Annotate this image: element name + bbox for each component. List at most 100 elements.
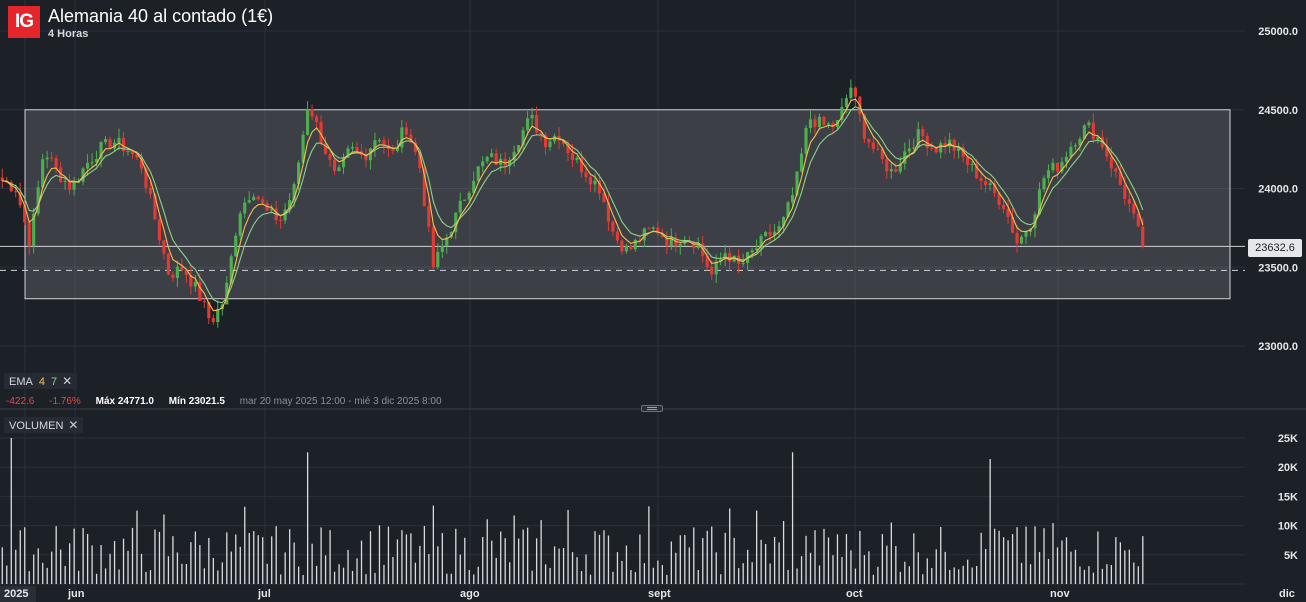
volume-bar	[437, 546, 439, 584]
volume-bar	[1047, 558, 1050, 584]
candle	[808, 110, 813, 134]
volume-bar	[791, 452, 794, 584]
volume-bar	[944, 551, 946, 584]
candle	[1001, 201, 1006, 214]
time-axis: 2025 jun jul ago sept oct nov dic	[0, 586, 1295, 602]
volume-bar	[1020, 562, 1023, 584]
candle	[63, 177, 67, 190]
volume-bar	[136, 510, 138, 584]
volume-bar	[262, 537, 264, 584]
volume-bar	[836, 534, 839, 584]
volume-bar	[244, 506, 246, 584]
volume-bar	[1052, 523, 1054, 584]
candle	[1105, 138, 1109, 162]
volume-bar	[616, 552, 619, 584]
ema-indicator-tag[interactable]: EMA 4 7 ✕	[4, 373, 78, 389]
volume-bar	[886, 545, 888, 584]
volume-bar	[203, 568, 206, 584]
candle	[817, 113, 822, 130]
candle	[777, 221, 781, 239]
range-rectangle[interactable]	[24, 109, 1231, 300]
time-tick-label: dic	[1279, 588, 1295, 600]
volume-indicator-tag[interactable]: VOLUMEN ✕	[4, 417, 84, 433]
change-percent: -1.76%	[49, 396, 81, 407]
candle	[41, 153, 45, 189]
volume-bar	[935, 549, 937, 584]
volume-bar	[217, 570, 219, 584]
candle	[234, 232, 238, 257]
volume-bar	[64, 565, 66, 584]
volume-bar	[859, 530, 861, 584]
volume-bar	[455, 528, 457, 584]
candle	[261, 196, 265, 205]
volume-bar	[1097, 531, 1099, 584]
volume-bar	[675, 552, 677, 584]
candle	[247, 191, 251, 204]
candle	[606, 194, 610, 231]
volume-bar	[55, 526, 57, 584]
max-value: Máx 24771.0	[95, 396, 154, 407]
close-icon[interactable]: ✕	[68, 418, 79, 432]
candle	[683, 235, 687, 247]
pane-resize-handle[interactable]	[641, 405, 663, 412]
volume-bar	[15, 549, 17, 584]
candle	[279, 215, 283, 229]
candle	[1127, 192, 1131, 213]
volume-tick-label: 25K	[1278, 433, 1298, 445]
volume-bar	[661, 565, 664, 584]
candle	[306, 101, 310, 136]
volume-bar	[51, 551, 53, 584]
candle	[54, 154, 58, 173]
year-label-bg	[0, 586, 36, 602]
volume-bar	[100, 545, 102, 584]
candle	[665, 231, 669, 255]
volume-bar	[809, 552, 812, 584]
volume-bar	[913, 533, 915, 584]
candle	[68, 173, 72, 195]
candle	[189, 265, 193, 295]
candle	[463, 199, 467, 202]
volume-bar	[639, 534, 641, 584]
candle	[768, 224, 772, 243]
candle	[238, 211, 242, 241]
volume-bar	[621, 560, 623, 584]
candle	[943, 136, 947, 154]
volume-bar	[275, 526, 277, 584]
volume-bar	[91, 545, 93, 584]
candle	[108, 136, 112, 150]
price-stats: -422.6 -1.76% Máx 24771.0 Mín 23021.5 ma…	[6, 396, 454, 407]
volume-bar	[1101, 568, 1104, 584]
candle	[723, 244, 727, 267]
candle	[961, 143, 965, 163]
time-tick-label: jul	[257, 588, 271, 600]
volume-bar	[149, 570, 152, 584]
candle	[184, 270, 188, 283]
volume-bar	[185, 564, 188, 584]
close-icon[interactable]: ✕	[62, 374, 73, 388]
candle	[822, 115, 826, 126]
candle	[925, 132, 929, 157]
volume-bar	[980, 532, 982, 584]
volume-bar	[230, 551, 232, 584]
candle	[597, 173, 602, 200]
candle	[732, 255, 736, 263]
volume-bar	[495, 557, 497, 584]
timeframe-label[interactable]: 4 Horas	[48, 28, 89, 40]
volume-bar	[908, 566, 910, 584]
volume-bar	[755, 510, 758, 584]
candle	[979, 170, 983, 190]
volume-bar	[693, 527, 695, 584]
volume-bar	[877, 566, 879, 584]
volume-bar	[729, 508, 731, 584]
volume-bar	[827, 537, 830, 584]
volume-bar	[850, 550, 852, 584]
volume-bar	[778, 542, 780, 584]
ema-fast-period: 4	[38, 376, 45, 388]
candle	[647, 226, 651, 230]
candle	[1073, 143, 1077, 151]
volume-bar	[733, 537, 735, 584]
candle	[853, 86, 857, 106]
candle	[225, 276, 229, 305]
candle	[588, 174, 593, 193]
